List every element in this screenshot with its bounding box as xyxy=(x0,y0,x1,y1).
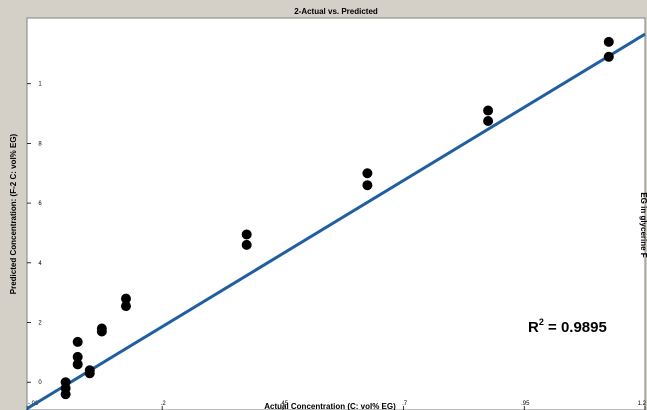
x-tick-label: .2 xyxy=(161,401,167,407)
y-tick-label: 8 xyxy=(38,141,42,147)
data-point xyxy=(603,36,614,47)
data-point xyxy=(72,336,83,347)
x-tick-label: .7 xyxy=(402,401,408,407)
r-squared-value: = 0.9895 xyxy=(544,319,607,336)
x-tick-label: .95 xyxy=(521,401,530,407)
chart-title: 2-Actual vs. Predicted xyxy=(294,7,378,16)
data-point xyxy=(362,168,373,179)
data-point xyxy=(120,301,131,312)
y-tick-label: 0 xyxy=(38,380,42,386)
data-point xyxy=(483,116,494,127)
data-point xyxy=(72,351,83,362)
data-point xyxy=(96,323,107,334)
y-tick-label: 6 xyxy=(38,201,42,207)
y-tick-label: 2 xyxy=(38,321,42,327)
data-point xyxy=(84,365,95,376)
y-tick-label: 4 xyxy=(38,261,42,267)
data-point xyxy=(362,180,373,191)
data-point xyxy=(241,239,252,250)
right-axis-label: EG in glycerine F xyxy=(639,192,647,257)
data-points xyxy=(60,36,614,400)
y-tick-label: 1 xyxy=(38,82,42,88)
data-point xyxy=(60,377,71,388)
r-squared-superscript: 2 xyxy=(539,317,544,327)
data-point xyxy=(241,229,252,240)
x-axis-label: Actual Concentration (C: vol% EG) xyxy=(264,402,396,410)
data-point xyxy=(72,359,83,370)
data-point xyxy=(603,51,614,62)
y-axis-label: Predicted Concentration: (F-2 C: vol% EG… xyxy=(9,133,18,294)
regression-line xyxy=(26,32,646,410)
data-point xyxy=(483,105,494,116)
x-tick-label: .45 xyxy=(280,401,289,407)
r-squared-label: R xyxy=(528,319,539,336)
x-tick-label: 1.2 xyxy=(638,401,647,407)
data-point xyxy=(120,293,131,304)
r-squared-annotation: R2 = 0.9895 xyxy=(528,317,607,336)
